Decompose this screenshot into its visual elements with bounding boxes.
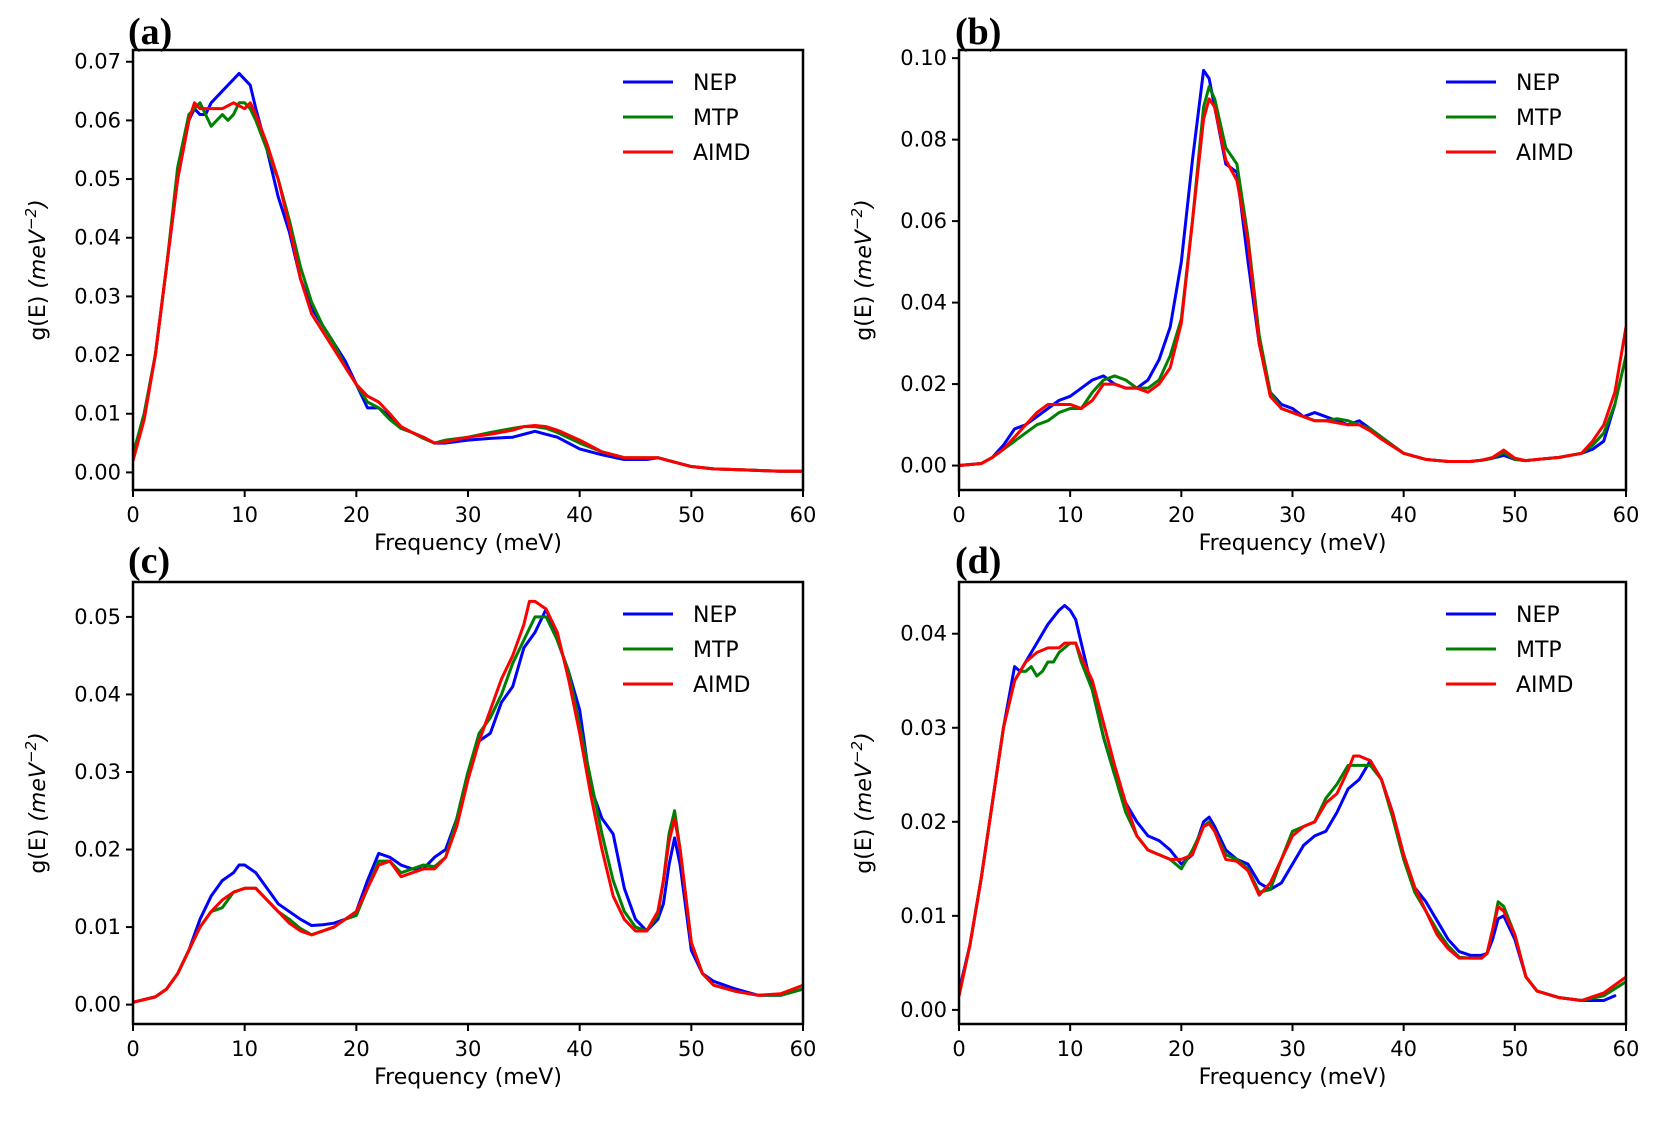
x-tick-label: 10 [231,503,258,527]
legend-label-nep: NEP [1516,71,1560,96]
series-line-aimd [133,599,803,1004]
legend-label-nep: NEP [693,603,737,628]
y-axis-title: g(E) (meV−2) [22,732,51,873]
x-tick-label: 20 [1168,503,1195,527]
y-tick-label: 0.06 [900,209,947,233]
x-tick-label: 40 [1390,503,1417,527]
y-tick-label: 0.04 [900,622,947,646]
y-tick-label: 0.05 [74,167,121,191]
legend-label-aimd: AIMD [693,141,750,166]
x-tick-label: 40 [566,503,593,527]
series-group [133,71,803,473]
legend-label-mtp: MTP [1516,106,1562,131]
panel-0: 0 10 20 30 40 50 60 0.00 0.01 0.02 0.03 0.04 0.05 0.0… [22,11,816,556]
x-tick-label: 0 [952,503,965,527]
x-tick-label: 50 [1501,503,1528,527]
y-tick-label: 0.00 [900,454,947,478]
y-tick-label: 0.00 [900,998,947,1022]
panel-label: (a) [128,11,172,53]
x-tick-label: 40 [566,1037,593,1061]
x-tick-label: 60 [790,1037,817,1061]
x-tick-label: 10 [231,1037,258,1061]
x-tick-label: 10 [1057,503,1084,527]
panel-label: (c) [128,540,170,582]
x-axis-title: Frequency (meV) [1199,1065,1387,1090]
x-tick-label: 0 [126,1037,139,1061]
y-tick-label: 0.03 [900,716,947,740]
x-tick-label: 50 [678,1037,705,1061]
x-tick-label: 50 [678,503,705,527]
y-tick-label: 0.02 [900,372,947,396]
y-axis-title: g(E) (meV−2) [848,199,877,340]
x-tick-label: 0 [952,1037,965,1061]
y-tick-label: 0.07 [74,50,121,74]
x-tick-label: 10 [1057,1037,1084,1061]
series-line-nep [133,71,803,473]
x-tick-label: 20 [343,1037,370,1061]
legend-label-aimd: AIMD [1516,141,1573,166]
x-tick-label: 30 [455,1037,482,1061]
legend-label-aimd: AIMD [1516,673,1573,698]
legend-label-mtp: MTP [1516,638,1562,663]
y-tick-label: 0.01 [900,904,947,928]
x-tick-label: 20 [1168,1037,1195,1061]
panel-3: 0 10 20 30 40 50 60 0.00 0.01 0.02 0.03 0.04 Frequen… [848,540,1639,1090]
y-tick-label: 0.04 [900,291,947,315]
y-tick-label: 0.10 [900,46,947,70]
legend-label-mtp: MTP [693,106,739,131]
legend-label-mtp: MTP [693,638,739,663]
x-tick-label: 30 [1279,503,1306,527]
y-tick-label: 0.01 [74,402,121,426]
x-axis-title: Frequency (meV) [1199,531,1387,556]
y-tick-label: 0.02 [74,838,121,862]
y-tick-label: 0.01 [74,915,121,939]
series-group [959,68,1626,468]
x-tick-label: 0 [126,503,139,527]
x-tick-label: 60 [790,503,817,527]
x-tick-label: 20 [343,503,370,527]
y-tick-label: 0.02 [900,810,947,834]
panel-1: 0 10 20 30 40 50 60 0.00 0.02 0.04 0.06 0.08 0.10 Fre… [848,11,1639,556]
series-group [133,599,803,1004]
x-tick-label: 60 [1613,1037,1640,1061]
series-line-aimd [959,97,1626,468]
x-tick-label: 30 [455,503,482,527]
x-tick-label: 50 [1501,1037,1528,1061]
y-tick-label: 0.05 [74,605,121,629]
y-tick-label: 0.04 [74,682,121,706]
legend-label-aimd: AIMD [693,673,750,698]
y-tick-label: 0.06 [74,108,121,132]
series-line-aimd [133,101,803,473]
x-tick-label: 30 [1279,1037,1306,1061]
y-tick-label: 0.00 [74,460,121,484]
panel-label: (b) [955,11,1001,53]
series-group [959,604,1626,1002]
y-axis-title: g(E) (meV−2) [848,732,877,873]
legend-label-nep: NEP [693,71,737,96]
y-tick-label: 0.00 [74,993,121,1017]
y-tick-label: 0.08 [900,128,947,152]
panel-2: 0 10 20 30 40 50 60 0.00 0.01 0.02 0.03 0.04 0.05 Fre… [22,540,816,1090]
x-tick-label: 40 [1390,1037,1417,1061]
y-axis-title: g(E) (meV−2) [22,199,51,340]
y-tick-label: 0.03 [74,760,121,784]
y-tick-label: 0.04 [74,226,121,250]
legend-label-nep: NEP [1516,603,1560,628]
y-tick-label: 0.02 [74,343,121,367]
series-line-nep [133,607,803,1004]
panel-label: (d) [955,540,1001,582]
y-tick-label: 0.03 [74,284,121,308]
x-axis-title: Frequency (meV) [374,1065,562,1090]
x-axis-title: Frequency (meV) [374,531,562,556]
x-tick-label: 60 [1613,503,1640,527]
series-line-aimd [959,641,1626,1002]
